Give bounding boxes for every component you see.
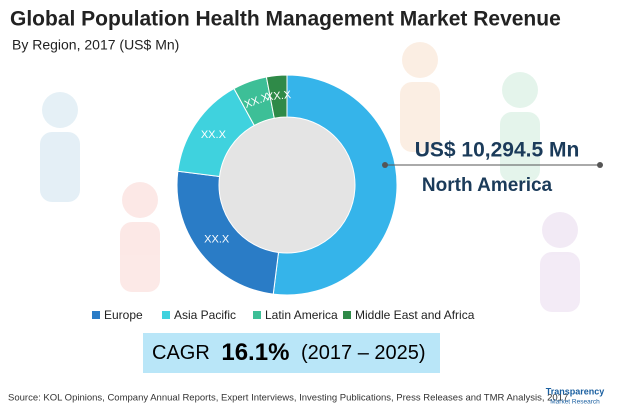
- donut-segment: [272, 74, 398, 296]
- cagr-text: CAGR 16.1% (2017 – 2025): [152, 339, 426, 366]
- legend-label: Europe: [104, 308, 143, 322]
- legend-swatch: [162, 311, 170, 319]
- callout-value: US$ 10,294.5 Mn: [415, 139, 580, 162]
- cagr-box: [143, 333, 440, 373]
- legend-label: Middle East and Africa: [355, 308, 475, 322]
- value-label: XX.X: [266, 89, 293, 103]
- legend-swatch: [92, 311, 100, 319]
- cagr-value: 16.1%: [221, 339, 289, 366]
- callout-dot: [597, 162, 603, 168]
- value-label: XX.X: [204, 233, 230, 245]
- logo-subname: Market Research: [550, 399, 600, 406]
- cagr-label: CAGR: [152, 342, 210, 364]
- legend-swatch: [253, 311, 261, 319]
- logo-name: Transparency: [546, 386, 605, 396]
- chart-subtitle: By Region, 2017 (US$ Mn): [12, 37, 179, 53]
- cagr-period: (2017 – 2025): [301, 342, 426, 364]
- legend-label: Latin America: [265, 308, 338, 322]
- chart-title: Global Population Health Management Mark…: [10, 8, 561, 31]
- legend-swatch: [343, 311, 351, 319]
- source: Source: KOL Opinions, Company Annual Rep…: [8, 393, 568, 404]
- value-label: XX.X: [201, 129, 227, 141]
- legend-label: Asia Pacific: [174, 308, 236, 322]
- background-figures: [40, 42, 580, 312]
- callout-dot: [382, 162, 388, 168]
- callout-category: North America: [422, 175, 553, 196]
- map-backdrop: [217, 115, 357, 255]
- donut-segment: [265, 74, 288, 119]
